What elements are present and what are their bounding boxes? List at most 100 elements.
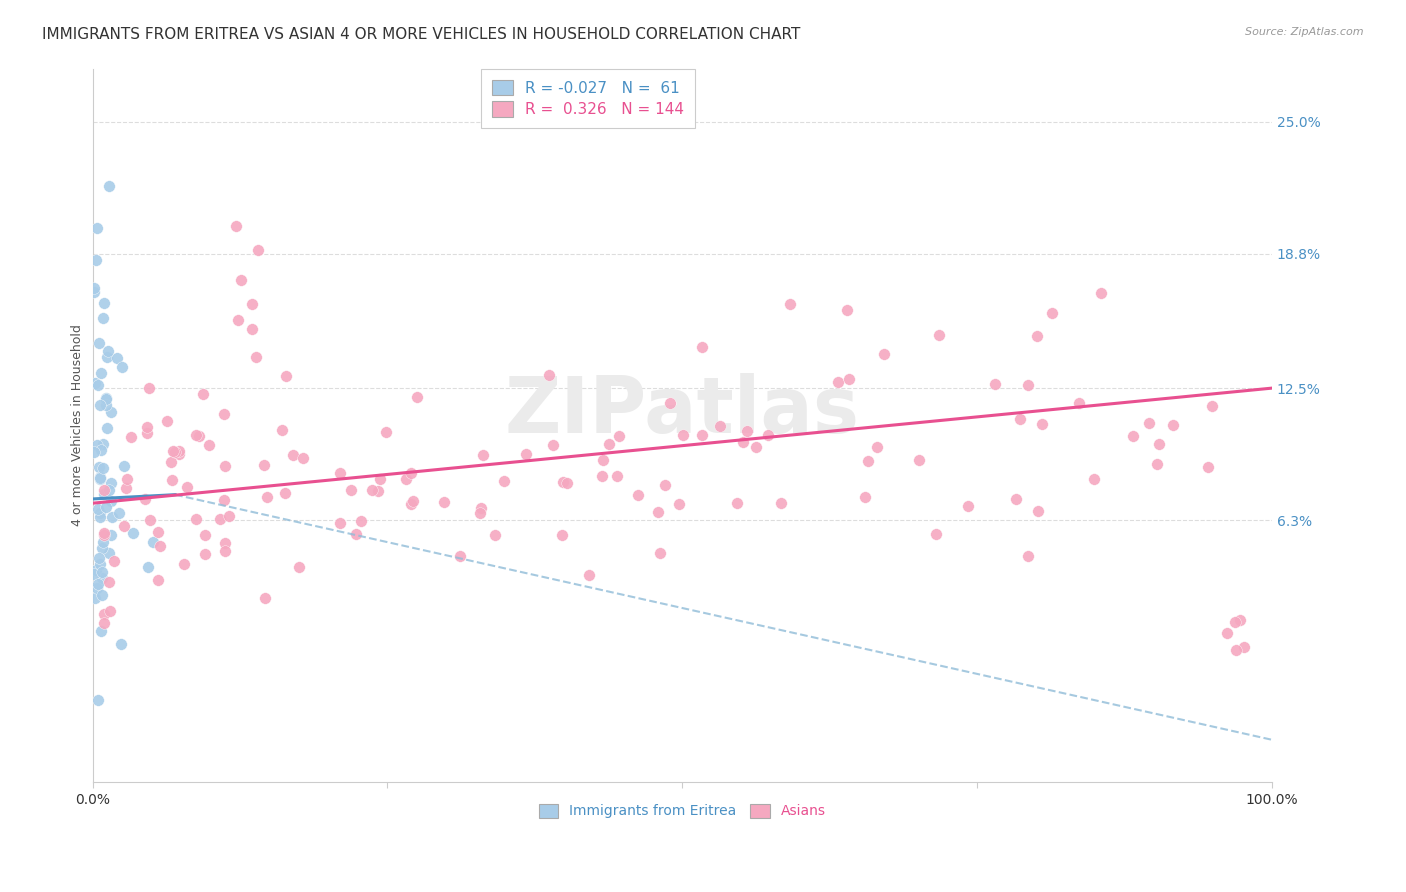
Point [91,541,114,555]
Point [184,512,207,526]
Point [89,507,111,521]
Point [375,425,398,439]
Point [350,514,373,528]
Point [231,272,253,286]
Point [89,557,111,571]
Point [240,297,263,311]
Point [925,527,948,541]
Point [288,559,311,574]
Point [433,494,456,508]
Point [873,346,896,360]
Point [253,458,276,472]
Point [98,574,121,589]
Point [1163,417,1185,432]
Point [93,487,115,501]
Point [647,505,669,519]
Point [87,551,110,566]
Point [93,483,115,497]
Point [110,637,132,651]
Point [725,496,748,510]
Point [1201,399,1223,413]
Point [367,484,389,499]
Point [515,447,537,461]
Point [187,429,209,443]
Point [865,441,887,455]
Point [984,377,1007,392]
Point [218,509,240,524]
Point [112,459,135,474]
Point [1146,457,1168,471]
Point [90,624,112,639]
Point [578,568,600,582]
Text: ZIPatlas: ZIPatlas [505,373,859,450]
Point [91,310,114,325]
Point [96,350,118,364]
Point [908,453,931,467]
Point [395,472,418,486]
Point [592,452,614,467]
Point [86,221,108,235]
Point [837,303,859,318]
Point [160,455,183,469]
Point [156,414,179,428]
Point [103,553,125,567]
Point [167,443,190,458]
Point [89,398,111,412]
Point [141,534,163,549]
Point [198,438,221,452]
Point [1137,416,1160,430]
Point [98,178,121,193]
Point [87,693,110,707]
Point [91,565,114,579]
Point [90,443,112,458]
Point [627,488,650,502]
Point [93,296,115,310]
Point [167,447,190,461]
Point [90,588,112,602]
Point [654,478,676,492]
Point [184,428,207,442]
Point [100,494,122,508]
Point [176,480,198,494]
Point [709,418,731,433]
Point [98,604,121,618]
Point [194,547,217,561]
Point [96,398,118,412]
Point [115,472,138,486]
Point [779,296,801,310]
Point [1197,459,1219,474]
Point [214,544,236,558]
Point [245,350,267,364]
Text: Source: ZipAtlas.com: Source: ZipAtlas.com [1246,27,1364,37]
Point [957,499,980,513]
Point [136,419,159,434]
Point [83,567,105,582]
Point [555,475,578,490]
Point [214,459,236,474]
Point [212,407,235,421]
Point [214,535,236,549]
Point [120,430,142,444]
Point [690,428,713,442]
Point [84,591,107,605]
Point [138,381,160,395]
Point [228,313,250,327]
Point [668,496,690,510]
Point [606,469,628,483]
Point [690,339,713,353]
Point [1147,436,1170,450]
Point [87,502,110,516]
Point [346,527,368,541]
Point [93,525,115,540]
Point [274,485,297,500]
Point [86,581,108,595]
Point [1229,613,1251,627]
Point [1122,428,1144,442]
Point [271,423,294,437]
Point [733,434,755,449]
Point [1017,549,1039,563]
Point [484,528,506,542]
Point [83,281,105,295]
Point [256,490,278,504]
Point [745,440,768,454]
